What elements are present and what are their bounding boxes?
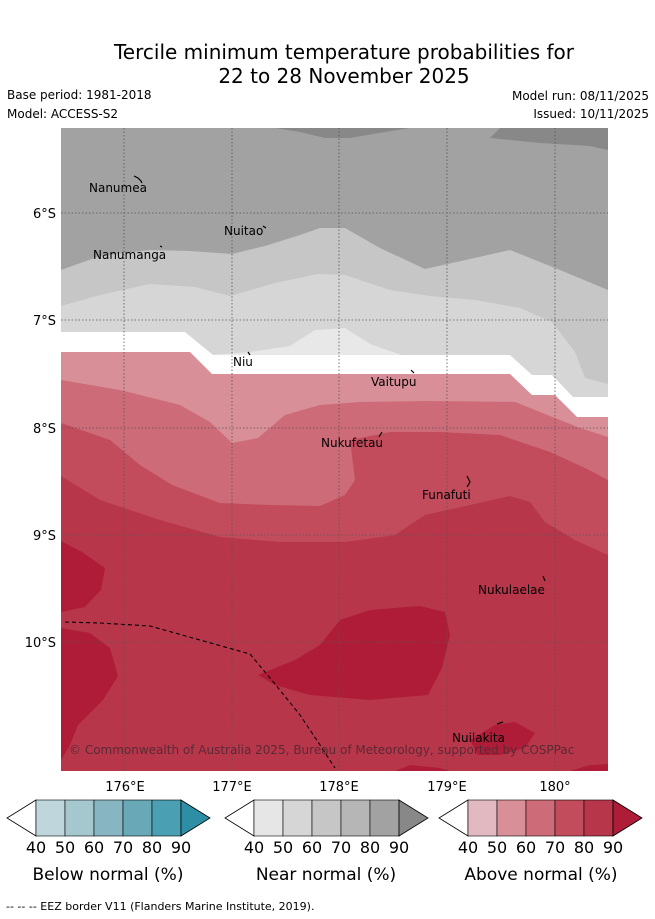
place-nuilakita: Nuilakita [452,731,505,745]
lat-gridlines [61,212,608,643]
lon-label-176e: 176°E [105,780,145,795]
colorbar-above-extend-high [612,799,643,837]
colorbar-above-cell-2 [496,799,527,837]
colorbar-above-cell-4 [554,799,585,837]
cb-above-tick-60: 60 [516,838,536,857]
cb-near-tick-40: 40 [244,838,264,857]
colorbar-below-extend-low [6,799,37,837]
issued-date: Issued: 10/11/2025 [533,107,649,121]
lat-label-6s: 6°S [33,207,56,222]
cb-near-tick-60: 60 [302,838,322,857]
colorbar-near: 40 50 60 70 80 90 Near normal (%) [224,799,429,885]
place-nuitao: Nuitao [224,224,263,238]
colorbar-above-extend-low [438,799,469,837]
colorbar-below-cell-2 [64,799,95,837]
place-nukulaelae: Nukulaelae [478,583,545,597]
cb-above-tick-90: 90 [603,838,623,857]
copyright-notice: © Commonwealth of Australia 2025, Bureau… [69,743,574,757]
zone-above-90-southwest [61,628,118,760]
colorbar-below-extend-high [180,799,211,837]
title-line-2: 22 to 28 November 2025 [218,64,470,88]
cb-near-tick-90: 90 [389,838,409,857]
lat-label-10s: 10°S [25,636,56,651]
cb-above-tick-70: 70 [545,838,565,857]
model-name: Model: ACCESS-S2 [7,107,119,121]
cb-near-tick-70: 70 [331,838,351,857]
cb-above-tick-80: 80 [574,838,594,857]
cb-near-tick-80: 80 [360,838,380,857]
eez-border [64,621,336,769]
colorbar-below-cell-4 [122,799,153,837]
cb-below-tick-40: 40 [26,838,46,857]
colorbar-below: 40 50 60 70 80 90 Below normal (%) [6,799,211,885]
colorbar-near-cell-1 [253,799,284,837]
cb-above-tick-50: 50 [487,838,507,857]
cb-near-tick-50: 50 [273,838,293,857]
title-line-1: Tercile minimum temperature probabilitie… [113,40,575,64]
place-labels: Nanumea Nuitao Nanumanga Niu Vaitupu Nuk… [89,181,545,745]
colorbar-near-ticks: 40 50 60 70 80 90 [244,838,409,857]
lon-labels: 176°E 177°E 178°E 179°E 180° [105,780,570,795]
lon-label-177e: 177°E [212,780,252,795]
colorbar-near-cell-2 [282,799,313,837]
colorbar-below-ticks: 40 50 60 70 80 90 [26,838,191,857]
colorbar-near-label: Near normal (%) [256,865,396,885]
colorbar-below-cell-3 [93,799,124,837]
colorbar-near-extend-high [398,799,429,837]
colorbar-above-cell-5 [583,799,614,837]
colorbar-below-cell-5 [151,799,182,837]
zone-near-40 [210,328,410,362]
place-vaitupu: Vaitupu [371,375,417,389]
colorbar-above-label: Above normal (%) [464,865,617,885]
zone-above-90-central [258,606,450,700]
lon-label-179e: 179°E [427,780,467,795]
lat-label-8s: 8°S [33,422,56,437]
colorbar-above-ticks: 40 50 60 70 80 90 [458,838,623,857]
colorbar-near-cell-5 [369,799,400,837]
place-nukufetau: Nukufetau [321,436,383,450]
colorbar-near-extend-low [224,799,255,837]
lon-gridlines [123,128,556,771]
island-shapes [133,175,546,725]
eez-footnote: -- -- -- EEZ border V11 (Flanders Marine… [6,900,315,913]
chart-title: Tercile minimum temperature probabilitie… [0,40,655,88]
base-period: Base period: 1981-2018 [7,88,152,102]
lat-label-7s: 7°S [33,314,56,329]
zone-above-90-edge [395,764,608,771]
lat-label-9s: 9°S [33,529,56,544]
colorbar-below-cell-1 [35,799,66,837]
probability-field [61,128,608,771]
colorbar-near-cell-3 [311,799,342,837]
zone-above-90-west [61,541,105,612]
place-funafuti: Funafuti [422,488,471,502]
cb-below-tick-80: 80 [142,838,162,857]
cb-below-tick-60: 60 [84,838,104,857]
colorbar-near-cell-4 [340,799,371,837]
model-run: Model run: 08/11/2025 [511,89,649,103]
lon-label-178e: 178°E [319,780,359,795]
lon-label-180: 180° [539,780,570,795]
cb-below-tick-50: 50 [55,838,75,857]
place-nanumanga: Nanumanga [93,248,166,262]
colorbar-above: 40 50 60 70 80 90 Above normal (%) [438,799,643,885]
colorbar-below-label: Below normal (%) [33,865,184,885]
cb-below-tick-70: 70 [113,838,133,857]
colorbar-above-cell-3 [525,799,556,837]
place-niu: Niu [233,355,253,369]
zone-above-90-south [470,722,535,755]
colorbar-above-cell-1 [467,799,498,837]
zone-near-90-top [275,128,608,150]
place-nanumea: Nanumea [89,181,147,195]
zone-above-80 [61,476,608,771]
cb-above-tick-40: 40 [458,838,478,857]
cb-below-tick-90: 90 [171,838,191,857]
lat-labels: 6°S 7°S 8°S 9°S 10°S [25,207,56,651]
